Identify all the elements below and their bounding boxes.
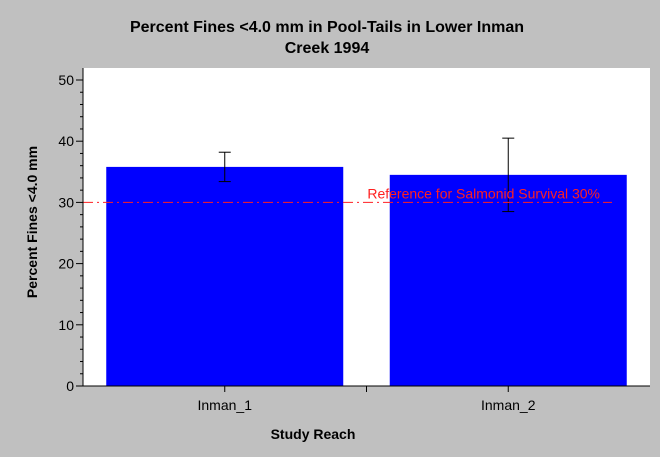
- chart-title-line-2: Creek 1994: [285, 40, 370, 57]
- x-axis-title: Study Reach: [271, 426, 356, 442]
- y-axis-title: Percent Fines <4.0 mm: [24, 146, 40, 298]
- bars: [106, 166, 627, 386]
- error-bars: [218, 137, 515, 213]
- y-tick-label-10: 10: [58, 317, 74, 333]
- reference-line-label: Reference for Salmonid Survival 30%: [367, 185, 600, 201]
- chart-title-line-1: Percent Fines <4.0 mm in Pool-Tails in L…: [130, 19, 524, 36]
- x-tick-label-Inman_1: Inman_1: [198, 397, 253, 413]
- y-tick-label-20: 20: [58, 256, 74, 272]
- y-tick-label-50: 50: [58, 72, 74, 88]
- y-tick-label-0: 0: [66, 378, 74, 394]
- x-axis-labels: Inman_1 Inman_2: [198, 386, 536, 413]
- y-tick-label-40: 40: [58, 133, 74, 149]
- bar-Inman_1: [106, 166, 344, 386]
- y-tick-label-30: 30: [58, 194, 74, 210]
- x-tick-label-Inman_2: Inman_2: [481, 397, 536, 413]
- y-axis-ticks: 0 10 20 30 40 50: [58, 72, 83, 394]
